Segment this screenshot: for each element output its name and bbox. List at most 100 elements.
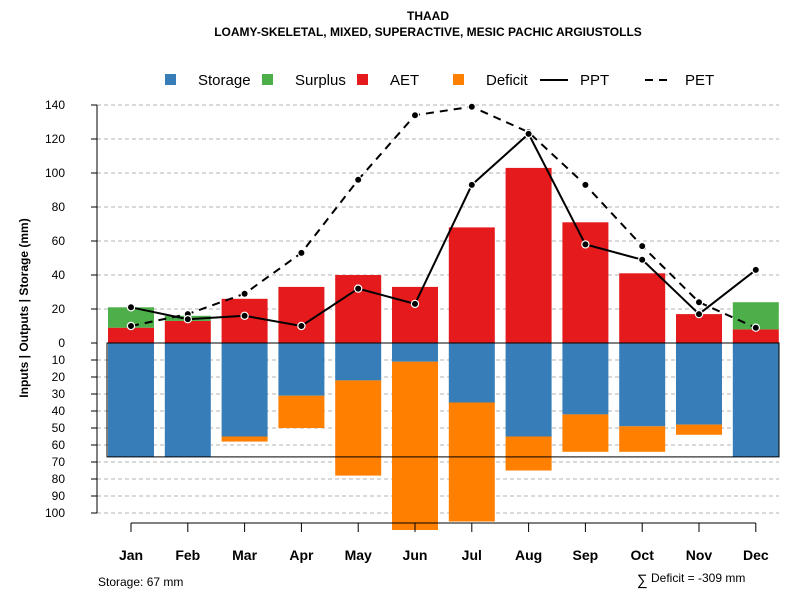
pet-line-point — [297, 248, 306, 258]
aet-bar — [164, 320, 211, 343]
y-tick-label-lower: 20 — [52, 370, 66, 384]
x-tick-label: May — [345, 547, 372, 563]
aet-bar — [619, 273, 666, 343]
storage-bar — [562, 343, 609, 415]
legend-swatch-surplus — [262, 74, 273, 85]
ppt-line-point — [638, 255, 647, 264]
deficit-bar — [619, 426, 666, 452]
aet-bar — [392, 286, 438, 343]
x-tick-label: Jun — [403, 547, 428, 563]
deficit-bar — [448, 402, 495, 522]
storage-bar — [619, 343, 666, 427]
deficit-bar — [505, 436, 552, 471]
ppt-line-point — [524, 129, 533, 139]
aet-bar — [676, 314, 722, 343]
pet-line-point — [581, 180, 590, 190]
legend-label-pet: PET — [685, 72, 714, 89]
surplus-bar — [108, 307, 154, 328]
y-tick-label-lower: 100 — [45, 506, 65, 520]
y-tick-label-upper: 140 — [45, 98, 65, 112]
storage-bar — [164, 343, 211, 457]
deficit-bar — [392, 361, 438, 530]
bars-layer — [108, 167, 779, 530]
y-tick-label-lower: 70 — [52, 455, 66, 469]
y-tick-label-upper: 0 — [58, 336, 65, 350]
deficit-bar — [335, 380, 382, 476]
y-tick-label-upper: 20 — [52, 302, 66, 316]
deficit-bar — [221, 436, 268, 442]
y-tick-label-upper: 40 — [52, 268, 66, 282]
legend-label-surplus: Surplus — [295, 72, 346, 89]
pet-line-point — [467, 102, 476, 111]
deficit-bar — [562, 414, 609, 452]
storage-bar — [448, 343, 495, 403]
y-tick-label-upper: 120 — [45, 132, 65, 146]
storage-bar — [392, 343, 438, 362]
ppt-line-point — [354, 284, 363, 293]
x-tick-label: Nov — [686, 547, 713, 563]
ppt-line-point — [297, 321, 306, 331]
pet-line-point — [694, 298, 704, 307]
aet-bar — [448, 227, 495, 343]
legend-swatch-aet — [357, 74, 368, 85]
deficit-sum-symbol: ∑ — [637, 572, 648, 589]
legend-swatch-storage — [165, 74, 176, 85]
legend-label-deficit: Deficit — [486, 72, 529, 89]
y-tick-label-lower: 90 — [52, 489, 66, 503]
ppt-line-point — [694, 309, 704, 319]
y-tick-label-lower: 40 — [52, 404, 66, 418]
x-tick-label: Sep — [573, 547, 599, 563]
storage-footer: Storage: 67 mm — [98, 575, 183, 589]
ppt-line-point — [183, 315, 192, 324]
storage-bar — [732, 343, 779, 457]
chart-title: THAAD — [407, 9, 449, 23]
ppt-line-point — [581, 240, 590, 249]
x-tick-label: Feb — [175, 547, 200, 563]
pet-line-point — [126, 321, 136, 331]
y-tick-label-upper: 100 — [45, 166, 65, 180]
axes-layer: 0 20 40 60 80 100 120 140 10 20 30 40 50 60 70 80 90 100 J… — [45, 98, 780, 563]
storage-bar — [505, 343, 552, 437]
pet-line-point — [410, 110, 420, 120]
y-tick-label-lower: 50 — [52, 421, 66, 435]
y-tick-label-lower: 30 — [52, 387, 66, 401]
lines-layer — [126, 102, 761, 332]
deficit-bar — [676, 424, 722, 435]
ppt-line-point — [751, 265, 761, 275]
legend-label-storage: Storage — [198, 72, 251, 89]
aet-bar — [732, 329, 779, 343]
pet-line-point — [751, 323, 761, 332]
y-tick-label-upper: 60 — [52, 234, 66, 248]
aet-bar — [221, 298, 268, 343]
x-tick-label: Dec — [743, 547, 769, 563]
ppt-line-point — [126, 303, 136, 312]
storage-bar — [221, 343, 268, 437]
y-tick-label-lower: 80 — [52, 472, 66, 486]
deficit-footer: Deficit = -309 mm — [651, 571, 745, 585]
x-tick-label: Oct — [631, 547, 655, 563]
pet-line-point — [240, 289, 249, 298]
storage-bar — [676, 343, 722, 425]
aet-bar — [108, 327, 154, 343]
storage-bar — [108, 343, 154, 457]
ppt-line — [130, 132, 757, 328]
chart-subtitle: LOAMY-SKELETAL, MIXED, SUPERACTIVE, MESI… — [214, 25, 642, 39]
ppt-line-point — [467, 180, 476, 190]
x-tick-label: Aug — [515, 547, 542, 563]
y-axis-label: Inputs | Outputs | Storage (mm) — [17, 218, 31, 397]
pet-line-point — [354, 175, 363, 184]
y-tick-label-lower: 60 — [52, 438, 66, 452]
aet-bar — [505, 167, 552, 343]
pet-line-point — [638, 241, 647, 251]
storage-bar — [278, 343, 325, 396]
storage-capacity-box — [106, 342, 780, 458]
ppt-line-point — [240, 311, 249, 320]
y-tick-label-lower: 10 — [52, 353, 66, 367]
x-tick-label: Jan — [119, 547, 143, 563]
deficit-bar — [278, 395, 325, 428]
ppt-line-point — [410, 299, 420, 309]
chart-legend: Storage Surplus AET Deficit PPT PET — [165, 72, 714, 89]
legend-label-aet: AET — [390, 72, 419, 89]
legend-swatch-deficit — [453, 74, 464, 85]
